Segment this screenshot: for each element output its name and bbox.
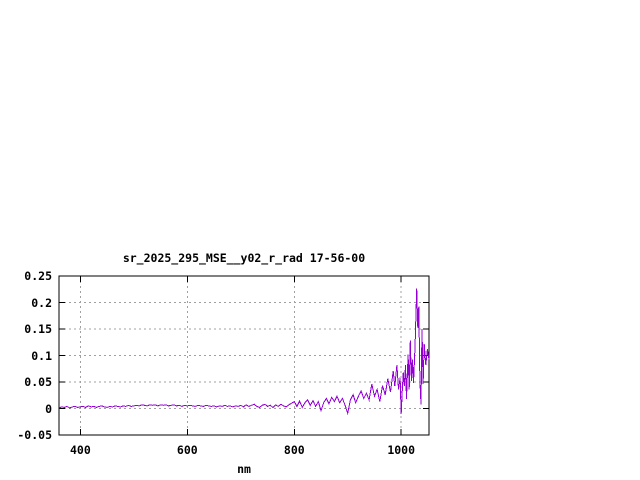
y-tick-label: 0 [45, 401, 52, 416]
grid-lines [59, 276, 429, 435]
y-tick-label: 0.1 [31, 348, 52, 363]
x-tick-label: 800 [283, 443, 305, 457]
y-tick-label: 0.15 [24, 322, 52, 336]
y-tick-label: 0.05 [24, 375, 52, 389]
y-tick-label: 0.2 [31, 295, 52, 310]
chart-title: sr_2025_295_MSE__y02_r_rad 17-56-00 [122, 251, 366, 265]
x-tick-label: 400 [70, 443, 91, 457]
y-tick-label: -0.05 [17, 428, 52, 442]
y-tick-label: 0.25 [24, 269, 52, 283]
data-line [58, 288, 430, 416]
x-tick-label: 600 [176, 443, 198, 457]
x-tick-label: 1000 [387, 443, 416, 457]
plot-border [58, 275, 430, 436]
x-axis-label: nm [237, 462, 251, 476]
